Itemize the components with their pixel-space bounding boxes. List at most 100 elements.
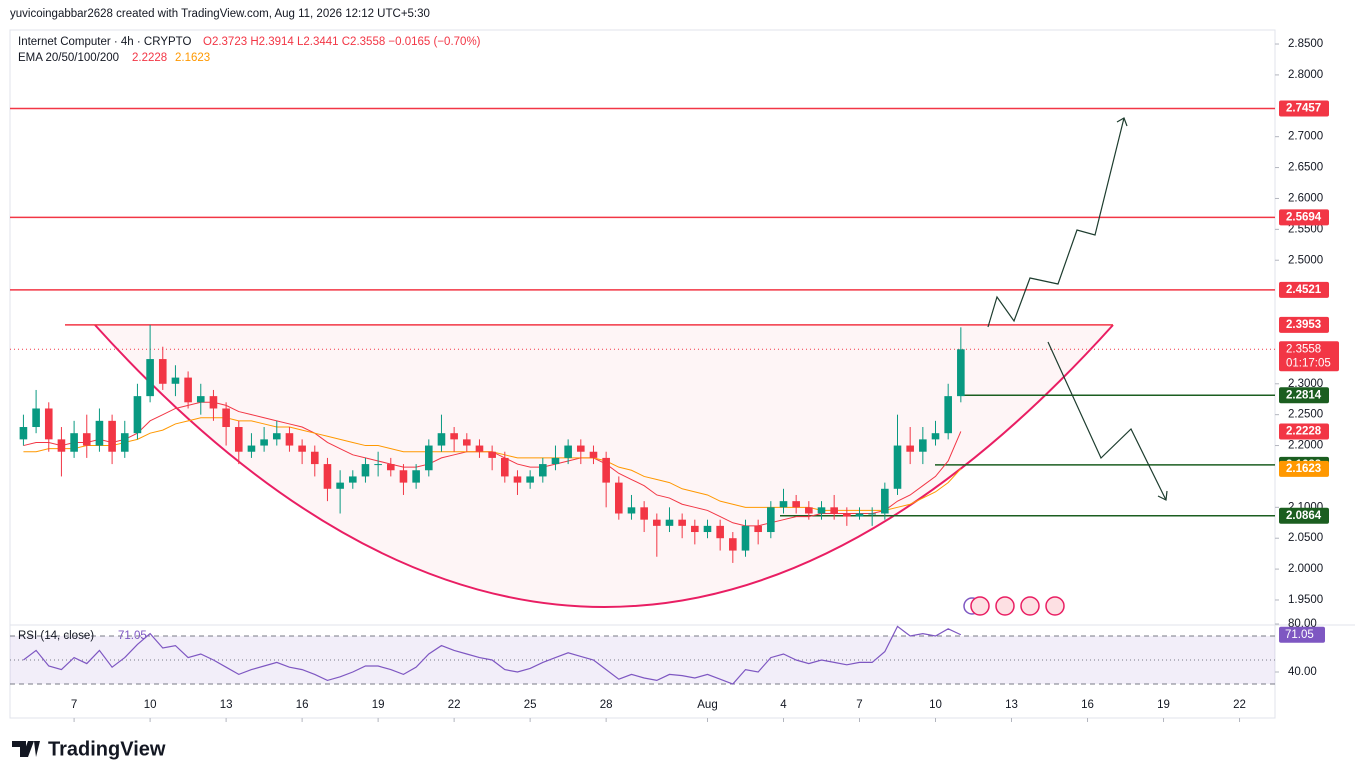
level-label: 2.4521 [1286,284,1322,296]
candle-body [881,488,889,514]
candle-body [146,359,154,397]
candle-body [792,501,800,508]
candle-body [716,525,724,539]
x-tick-label: 22 [1233,699,1246,711]
candle-body [640,507,648,520]
event-icon [970,596,990,616]
x-tick-label: 7 [856,699,862,711]
candle-body [374,464,382,466]
y-tick-label: 2.5500 [1288,223,1323,235]
ohlc: O2.3723 H2.3914 L2.3441 C2.3558 −0.0165 … [203,36,481,48]
symbol-title: Internet Computer · 4h · CRYPTO [18,36,191,48]
candle-body [564,445,572,458]
candle-body [703,525,712,533]
bull-projection [987,117,1125,328]
candle-body [779,501,788,508]
candle-body [602,457,610,483]
candle-body [501,457,509,477]
ema-tag [1279,423,1329,440]
candle-body [577,445,585,452]
candle-body [526,476,534,483]
ema-value: 2.2228 [132,52,167,64]
candle-body [260,439,268,446]
level-label: 2.2814 [1286,389,1322,401]
countdown: 01:17:05 [1286,357,1331,369]
candle-body [944,396,952,434]
candle-body [247,445,256,452]
candle-body [475,445,484,452]
candle-body [19,427,28,440]
candle-body [513,476,522,483]
candle-body [450,433,458,440]
x-tick-label: 19 [1157,699,1170,711]
candle-body [488,451,496,458]
candle-body [95,420,104,446]
candle-body [615,482,623,514]
candle-body [272,433,281,440]
x-tick-label: 13 [1005,699,1018,711]
candle-body [120,433,129,452]
arrow-head [1116,117,1128,127]
x-tick-label: 19 [372,699,385,711]
candle-body [285,433,294,446]
arrow-head [1157,490,1168,501]
candle-body [843,513,851,517]
level-tag [1279,209,1329,226]
level-label: 2.5694 [1286,211,1322,223]
y-tick-label: 2.2500 [1288,409,1323,421]
candle-body [424,445,433,471]
level-tag [1279,507,1329,524]
level-tag [1279,316,1329,333]
y-tick-label: 1.9500 [1288,594,1323,606]
candle-body [234,427,243,452]
candle-body [310,451,319,465]
ema-tag-label: 2.2228 [1286,425,1322,437]
last-price-label: 2.3558 [1286,343,1321,355]
logo-mark [12,741,40,757]
candle-body [437,433,446,446]
candle-body [133,396,142,434]
ema-value: 2.1623 [175,52,210,64]
candle-body [412,470,420,483]
logo: TradingView [12,738,166,760]
x-tick-label: 25 [524,699,537,711]
indicator-name: EMA 20/50/100/200 [18,52,119,64]
x-tick-label: 7 [71,699,77,711]
candle-body [108,420,116,452]
event-icon [1045,596,1065,616]
candle-body [931,433,940,440]
candle-body [817,507,826,514]
candle-body [893,445,902,489]
candle-body [754,525,762,533]
y-tick-label: 2.8500 [1288,38,1323,50]
candle-body [767,507,775,533]
candle-body [539,464,547,477]
level-label: 2.7457 [1286,102,1321,114]
rsi-value: 71.05 [118,630,147,642]
y-tick-label: 2.8000 [1288,69,1323,81]
event-icon [1020,596,1040,616]
bear-projection [1047,341,1167,501]
y-tick-label: 2.6500 [1288,162,1323,174]
x-tick-label: 10 [144,699,157,711]
level-label: 2.0864 [1286,510,1322,522]
y-tick-label: 2.5000 [1288,254,1323,266]
candle-body [678,519,686,526]
candle-body [805,507,813,514]
ema-tag [1279,460,1329,477]
rsi-tick-label: 40.00 [1288,666,1317,678]
candle-body [298,445,306,452]
level-label: 2.3953 [1286,319,1321,331]
candle-body [830,507,838,514]
candle-body [386,464,395,471]
x-tick-label: 10 [929,699,942,711]
candle-body [222,408,230,428]
candle-body [551,457,560,465]
rsi-last-tag [1279,626,1325,643]
candle-body [957,349,965,397]
y-tick-label: 2.6000 [1288,192,1323,204]
candle-body [348,476,357,483]
y-tick-label: 2.7000 [1288,131,1323,143]
candle-body [462,439,471,446]
